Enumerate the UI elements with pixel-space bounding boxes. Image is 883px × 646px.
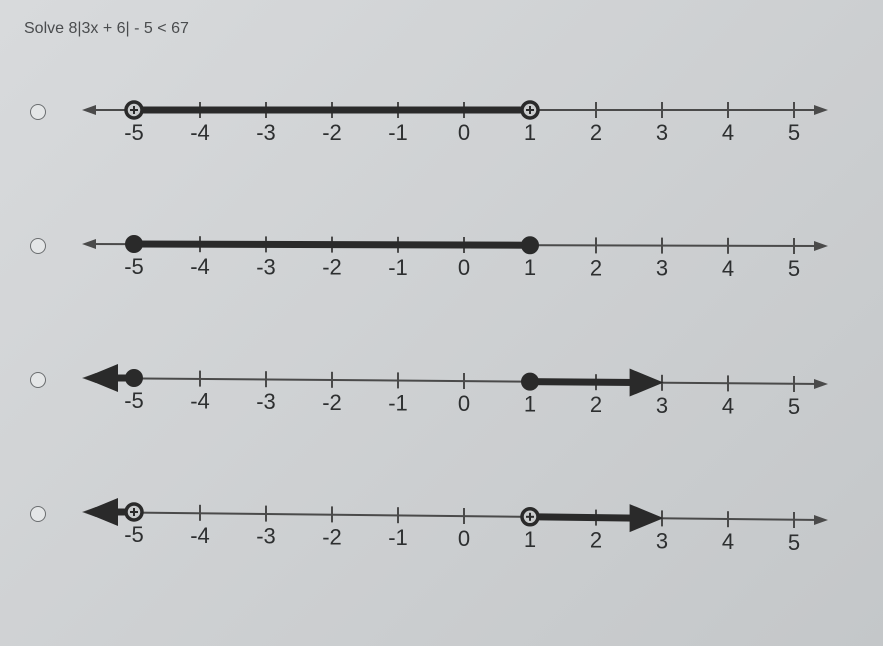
svg-text:-2: -2 [322,255,342,280]
option-C[interactable]: -5 -4 -3 -2 -1 0 1 2 3 4 5 [30,346,859,436]
radio-B[interactable] [30,238,46,254]
svg-text:-3: -3 [256,389,276,414]
svg-text:5: 5 [788,120,800,145]
options-group: -5 -4 -3 -2 -1 0 1 2 3 4 5 -5 -4 -3 -2 -1 0 1 2 3 4 5 -5 -4 -3… [30,78,859,570]
svg-text:-3: -3 [256,254,276,279]
svg-text:3: 3 [656,120,668,145]
svg-text:-4: -4 [190,389,210,414]
radio-C[interactable] [30,372,46,388]
svg-text:-2: -2 [322,120,342,145]
svg-text:-2: -2 [322,524,342,549]
svg-text:3: 3 [656,528,668,553]
numberline-C: -5 -4 -3 -2 -1 0 1 2 3 4 5 [74,346,859,436]
svg-text:3: 3 [656,393,668,418]
svg-text:1: 1 [524,255,536,280]
svg-text:0: 0 [458,391,470,416]
svg-text:5: 5 [788,530,800,555]
svg-text:-3: -3 [256,524,276,549]
svg-text:5: 5 [788,394,800,419]
svg-text:-4: -4 [190,254,210,279]
numberline-D: -5 -4 -3 -2 -1 0 1 2 3 4 5 [74,480,859,570]
svg-text:3: 3 [656,256,668,281]
numberline-A: -5 -4 -3 -2 -1 0 1 2 3 4 5 [74,78,859,168]
radio-A[interactable] [30,104,46,120]
svg-text:-5: -5 [124,120,144,145]
question-text: Solve 8|3x + 6| - 5 < 67 [24,20,859,38]
svg-text:1: 1 [524,527,536,552]
svg-text:4: 4 [722,120,734,145]
svg-text:-5: -5 [124,388,144,413]
svg-text:0: 0 [458,255,470,280]
svg-text:2: 2 [590,392,602,417]
svg-text:-3: -3 [256,120,276,145]
svg-text:-4: -4 [190,120,210,145]
svg-text:-1: -1 [388,390,408,415]
svg-text:2: 2 [590,120,602,145]
svg-text:-5: -5 [124,522,144,547]
svg-text:-1: -1 [388,525,408,550]
option-D[interactable]: -5 -4 -3 -2 -1 0 1 2 3 4 5 [30,480,859,570]
svg-text:1: 1 [524,392,536,417]
svg-text:4: 4 [722,529,734,554]
svg-text:4: 4 [722,256,734,281]
svg-text:-1: -1 [388,255,408,280]
svg-text:0: 0 [458,120,470,145]
svg-text:4: 4 [722,393,734,418]
svg-text:0: 0 [458,526,470,551]
svg-text:1: 1 [524,120,536,145]
svg-text:-1: -1 [388,120,408,145]
option-A[interactable]: -5 -4 -3 -2 -1 0 1 2 3 4 5 [30,78,859,168]
radio-D[interactable] [30,506,46,522]
svg-text:2: 2 [590,255,602,280]
svg-text:-4: -4 [190,523,210,548]
svg-text:-2: -2 [322,390,342,415]
svg-text:-5: -5 [124,254,144,279]
svg-text:5: 5 [788,256,800,281]
svg-text:2: 2 [590,528,602,553]
option-B[interactable]: -5 -4 -3 -2 -1 0 1 2 3 4 5 [30,212,859,302]
numberline-B: -5 -4 -3 -2 -1 0 1 2 3 4 5 [74,212,859,302]
